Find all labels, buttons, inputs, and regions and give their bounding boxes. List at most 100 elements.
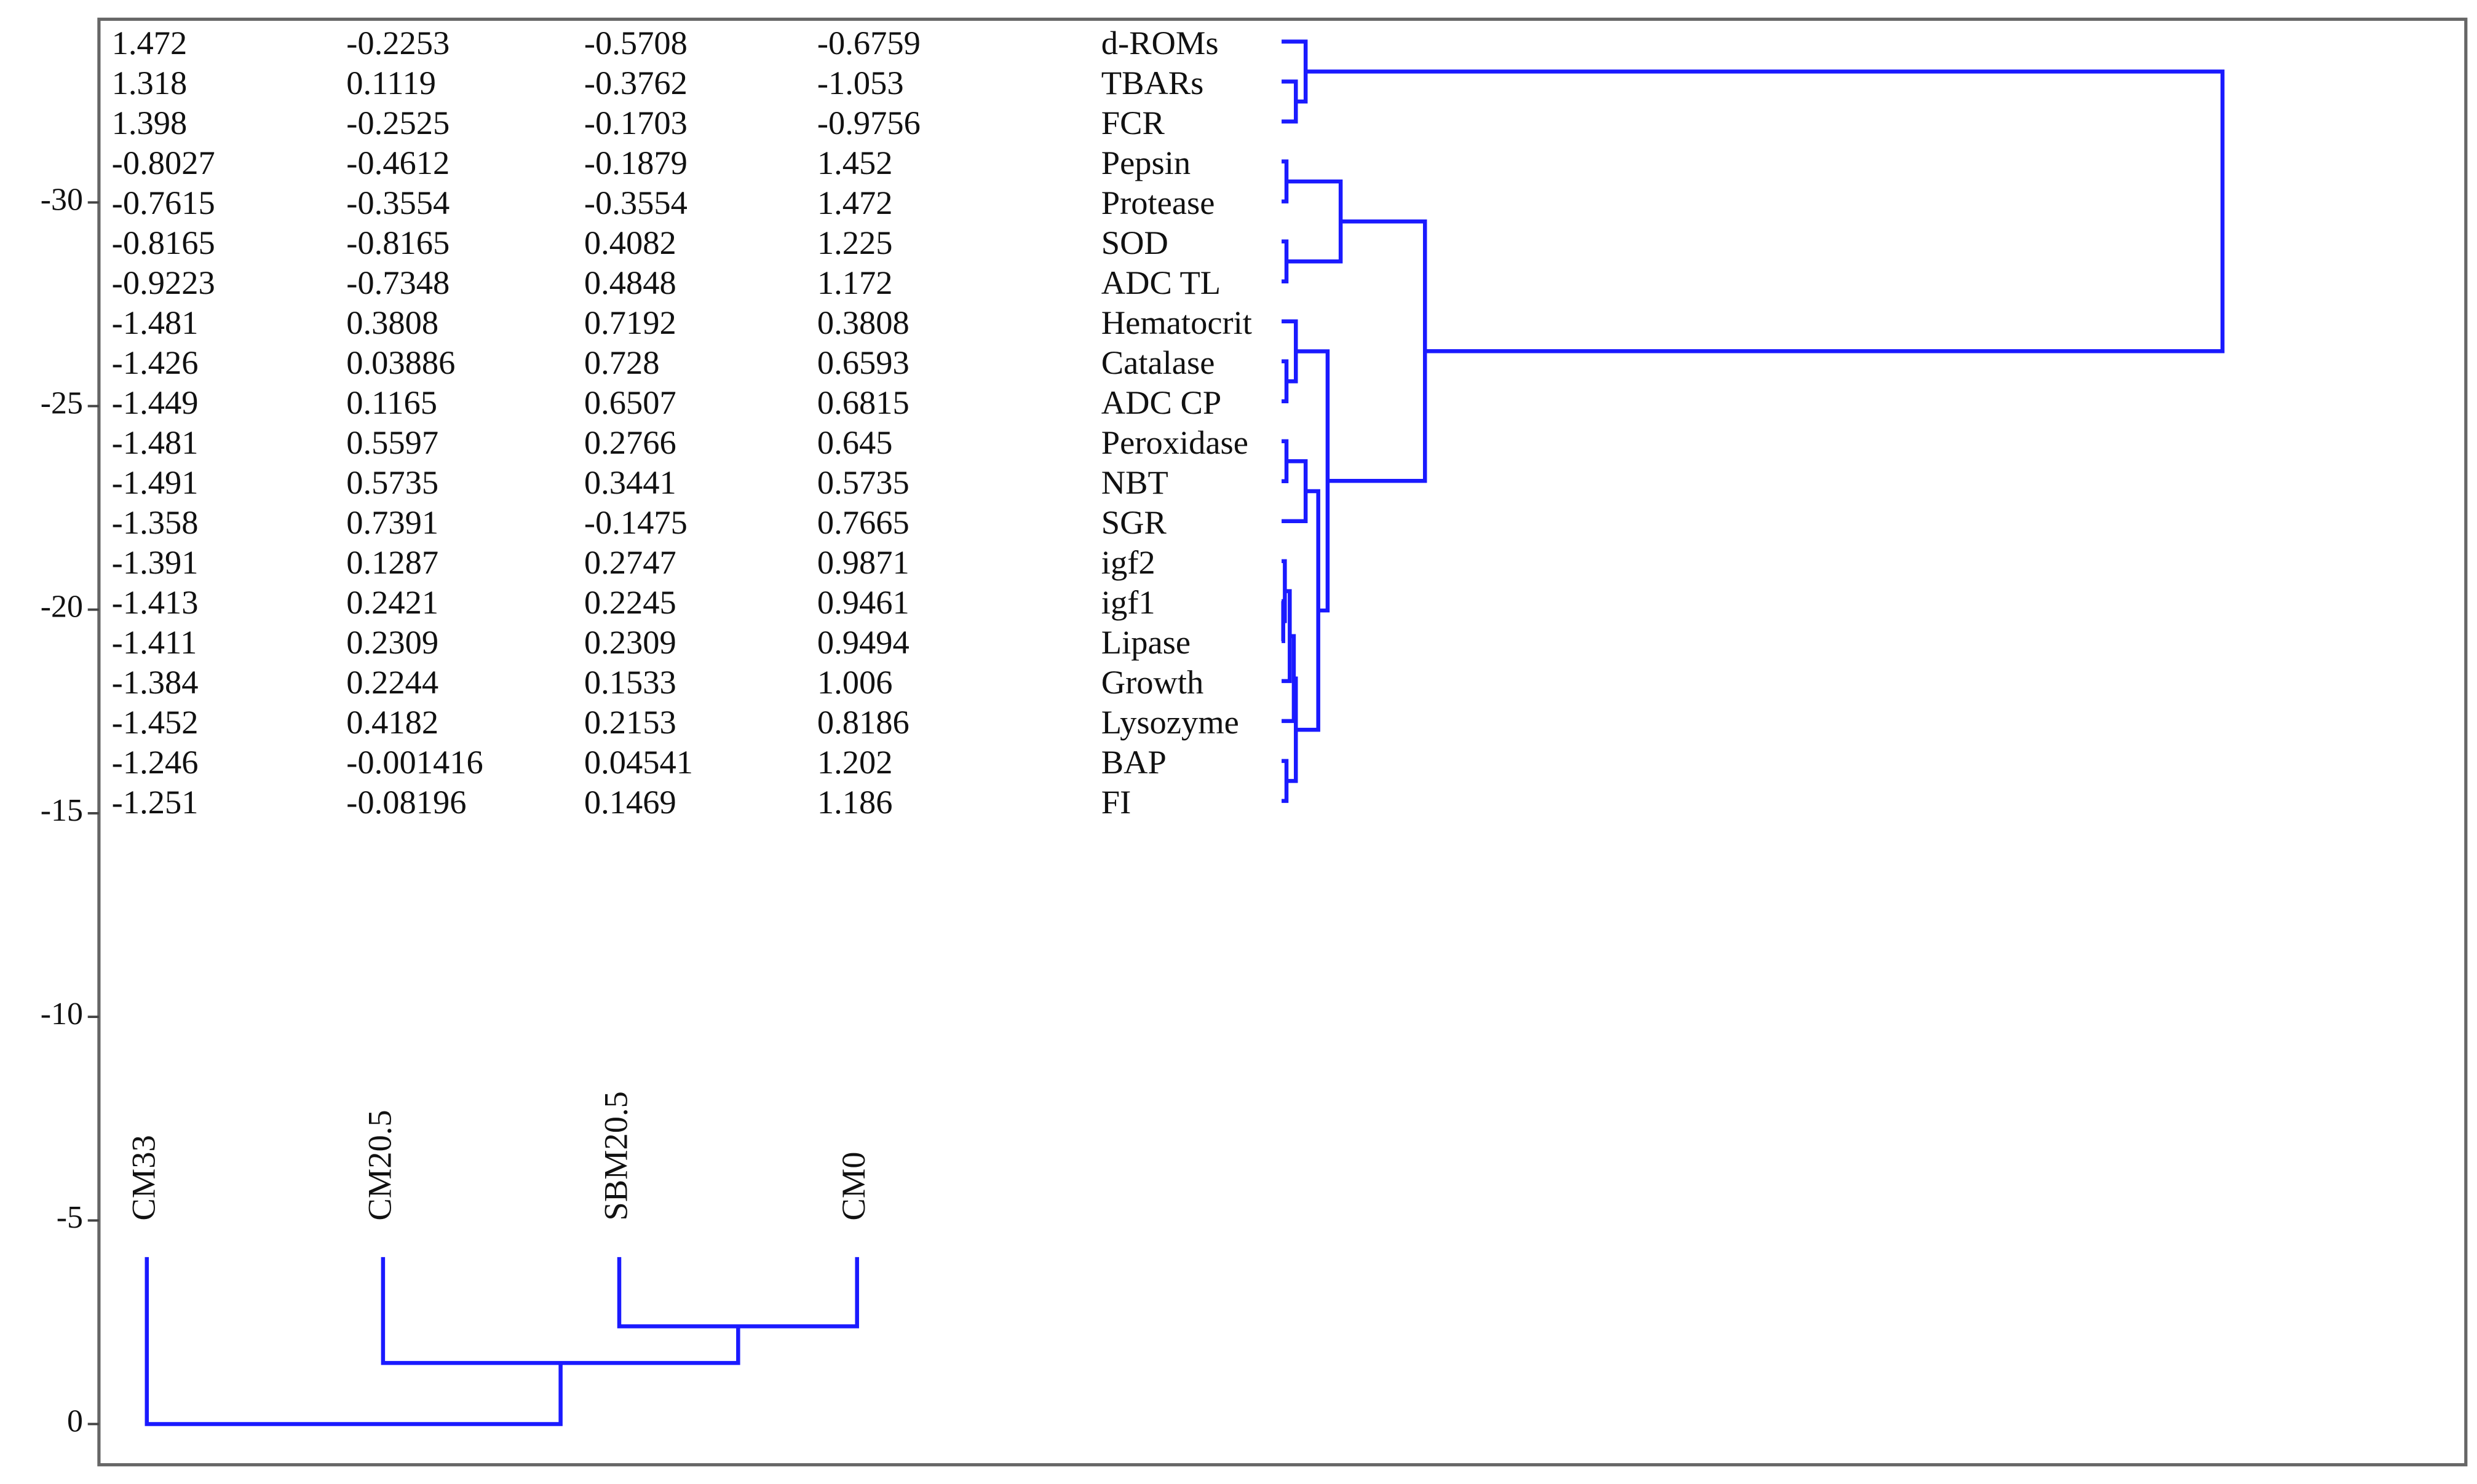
table-cell: 0.7192	[584, 304, 676, 341]
row-dendrogram-link	[1282, 39, 1308, 104]
row-label: Pepsin	[1101, 144, 1191, 181]
table-cell: -1.481	[112, 304, 199, 341]
table-cell: -0.3762	[584, 64, 688, 101]
column-label: SBM20.5	[597, 1091, 635, 1221]
row-dendrogram-link	[1282, 759, 1289, 803]
y-tick-label: 0	[67, 1403, 83, 1439]
table-cell: 0.645	[817, 424, 893, 461]
table-cell: 0.2153	[584, 703, 676, 741]
row-dendrogram-link	[1282, 459, 1308, 524]
row-dendrogram-link	[1282, 589, 1292, 684]
table-cell: 0.3808	[346, 304, 438, 341]
table-cell: 0.03886	[346, 344, 455, 381]
row-dendrogram-link	[1296, 349, 1330, 613]
table-cell: 0.8186	[817, 703, 910, 741]
row-label: BAP	[1101, 743, 1167, 781]
table-cell: 1.006	[817, 663, 893, 701]
table-cell: -0.8165	[112, 224, 215, 261]
table-cell: 0.1533	[584, 663, 676, 701]
table-cell: 1.186	[817, 783, 893, 821]
plot-frame	[97, 17, 2468, 1467]
table-cell: 0.04541	[584, 743, 693, 781]
table-cell: 1.225	[817, 224, 893, 261]
table-cell: 0.2309	[584, 623, 676, 661]
table-cell: -0.7348	[346, 264, 450, 301]
row-label: igf2	[1101, 543, 1155, 581]
row-label: Lipase	[1101, 623, 1191, 661]
table-cell: -0.1703	[584, 104, 688, 141]
table-cell: -0.4612	[346, 144, 450, 181]
table-cell: 1.202	[817, 743, 893, 781]
table-cell: 0.2747	[584, 543, 676, 581]
table-cell: 0.3441	[584, 464, 676, 501]
row-dendrogram-link	[1327, 219, 1427, 483]
table-cell: -1.413	[112, 583, 199, 621]
y-tick-label: -25	[41, 385, 83, 420]
table-cell: -1.251	[112, 783, 199, 821]
table-cell: 0.1119	[346, 64, 436, 101]
table-cell: 0.9871	[817, 543, 910, 581]
table-cell: -1.384	[112, 663, 199, 701]
table-cell: 0.2766	[584, 424, 676, 461]
table-cell: 0.4848	[584, 264, 676, 301]
table-cell: 0.728	[584, 344, 660, 381]
table-cell: 0.5735	[346, 464, 438, 501]
table-cell: -1.481	[112, 424, 199, 461]
table-cell: 0.5597	[346, 424, 438, 461]
table-cell: -0.8165	[346, 224, 450, 261]
table-cell: 0.7665	[817, 503, 910, 541]
table-cell: -0.9756	[817, 104, 921, 141]
row-label: Protease	[1101, 184, 1215, 221]
table-cell: -1.452	[112, 703, 199, 741]
row-dendrogram-link	[1286, 179, 1343, 264]
table-cell: -1.449	[112, 384, 199, 421]
row-dendrogram-link	[1282, 159, 1289, 203]
table-cell: -0.1879	[584, 144, 688, 181]
row-dendrogram-link	[1282, 359, 1289, 404]
table-cell: 1.398	[112, 104, 188, 141]
row-label: Peroxidase	[1101, 424, 1248, 461]
table-cell: -0.2525	[346, 104, 450, 141]
row-dendrogram-link	[1296, 489, 1320, 732]
table-cell: 0.6507	[584, 384, 676, 421]
y-tick-label: -5	[57, 1200, 83, 1235]
row-label: Catalase	[1101, 344, 1215, 381]
table-cell: 0.6593	[817, 344, 910, 381]
row-dendrogram-link	[1306, 69, 2225, 353]
table-cell: -0.6759	[817, 24, 921, 61]
table-cell: -0.7615	[112, 184, 215, 221]
column-label: CM0	[834, 1152, 872, 1221]
y-tick-label: -15	[41, 793, 83, 828]
table-cell: -1.426	[112, 344, 199, 381]
column-label: CM33	[124, 1135, 162, 1220]
column-dendrogram-link	[617, 1257, 859, 1328]
row-label: Lysozyme	[1101, 703, 1239, 741]
table-cell: 1.452	[817, 144, 893, 181]
row-label: TBARs	[1101, 64, 1204, 101]
row-label: NBT	[1101, 464, 1168, 501]
table-cell: -1.491	[112, 464, 199, 501]
table-cell: 0.5735	[817, 464, 910, 501]
table-cell: -0.9223	[112, 264, 215, 301]
table-cell: -0.08196	[346, 783, 466, 821]
table-cell: 0.4182	[346, 703, 438, 741]
table-cell: 1.472	[817, 184, 893, 221]
table-cell: -1.246	[112, 743, 199, 781]
table-cell: -0.2253	[346, 24, 450, 61]
table-cell: -0.3554	[346, 184, 450, 221]
table-cell: 0.2245	[584, 583, 676, 621]
table-cell: -1.358	[112, 503, 199, 541]
table-cell: 0.1469	[584, 783, 676, 821]
table-cell: -1.391	[112, 543, 199, 581]
table-cell: -0.3554	[584, 184, 688, 221]
table-cell: 1.472	[112, 24, 188, 61]
table-cell: -0.5708	[584, 24, 688, 61]
table-cell: 0.9494	[817, 623, 910, 661]
row-dendrogram-link	[1282, 79, 1298, 124]
table-cell: -0.1475	[584, 503, 688, 541]
y-tick-label: -30	[41, 182, 83, 217]
table-cell: -1.411	[112, 623, 197, 661]
table-cell: 0.1287	[346, 543, 438, 581]
table-cell: 0.6815	[817, 384, 910, 421]
